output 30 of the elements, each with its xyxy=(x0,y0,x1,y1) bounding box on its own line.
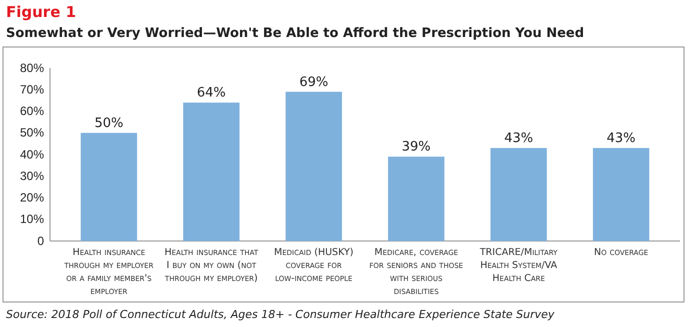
data-label: 64% xyxy=(196,86,226,101)
y-tick-label: 70% xyxy=(20,82,44,96)
x-tick-label: TRICARE/Military Health System/VA Health Care xyxy=(478,247,558,284)
bar xyxy=(80,132,138,241)
chart-subtitle: Somewhat or Very Worried—Won't Be Able to Afford the Prescription You Need xyxy=(6,26,584,41)
bar xyxy=(183,102,240,241)
source-note: Source: 2018 Poll of Connecticut Adults, Ages 18+ - Consumer Healthcare Experience State Survey xyxy=(6,308,555,321)
bar xyxy=(490,148,547,241)
data-label: 50% xyxy=(94,116,124,131)
bar xyxy=(286,92,342,241)
y-tick-label: 20% xyxy=(20,190,44,205)
y-tick-label: 40% xyxy=(20,147,44,162)
y-tick-label: 60% xyxy=(20,104,44,118)
x-tick-label: Health insurance that I buy on my own (not through my employer) xyxy=(164,247,259,284)
data-label: 43% xyxy=(504,131,534,146)
x-tick-label: Medicare, coverage for seniors and those with serious disabilities xyxy=(369,247,464,297)
x-tick-label: No coverage xyxy=(594,247,648,258)
x-tick-label: Health insurance through my employer or a family member's employer xyxy=(63,247,154,297)
bar xyxy=(592,148,650,241)
x-tick-label: Medicaid (HUSKY) coverage for low-income people xyxy=(274,247,354,284)
bar xyxy=(388,156,444,241)
data-label: 43% xyxy=(606,131,636,146)
data-label: 39% xyxy=(402,140,431,155)
y-tick-label: 80% xyxy=(20,60,44,75)
y-tick-label: 0 xyxy=(37,234,44,248)
y-tick-label: 30% xyxy=(20,168,44,183)
y-tick-label: 10% xyxy=(20,212,44,226)
data-label: 69% xyxy=(299,74,328,90)
y-tick-label: 50% xyxy=(20,126,44,140)
chart-title: Figure 1 xyxy=(6,3,76,21)
